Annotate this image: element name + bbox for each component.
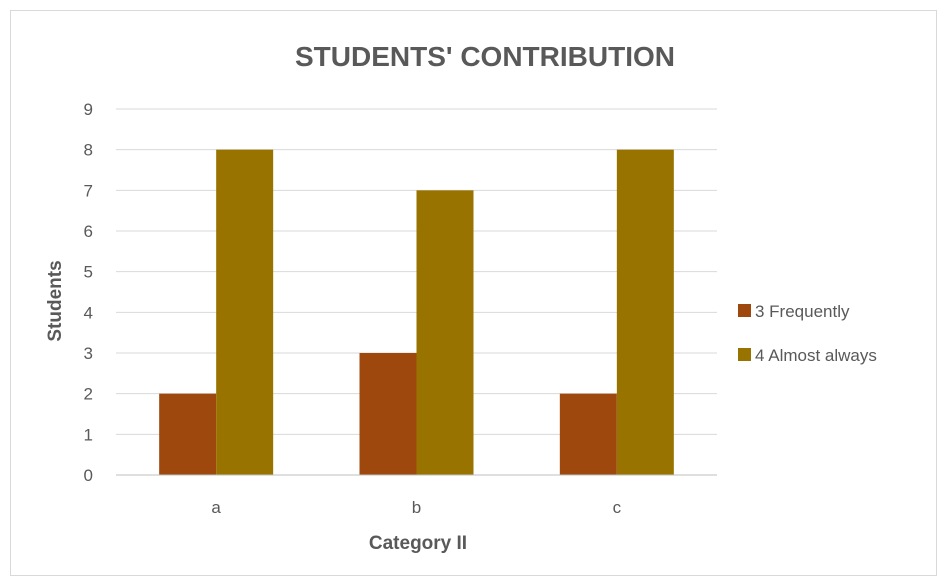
x-tick-label: b bbox=[412, 498, 421, 517]
legend-swatch bbox=[738, 348, 751, 361]
bar-a-series-1 bbox=[159, 393, 217, 475]
bar-a-series-2 bbox=[216, 149, 274, 475]
x-tick-label: c bbox=[613, 498, 622, 517]
bars bbox=[159, 149, 674, 476]
y-tick-label: 5 bbox=[84, 263, 93, 282]
x-tick-label: a bbox=[211, 498, 221, 517]
y-tick-label: 9 bbox=[84, 100, 93, 119]
y-tick-label: 6 bbox=[84, 222, 93, 241]
legend-swatch bbox=[738, 304, 751, 317]
chart-title: STUDENTS' CONTRIBUTION bbox=[295, 41, 675, 72]
y-tick-label: 0 bbox=[84, 466, 93, 485]
x-axis-title: Category II bbox=[369, 533, 467, 554]
bar-chart: STUDENTS' CONTRIBUTION 0 1 2 3 4 5 6 7 8 9 a b c St… bbox=[45, 41, 877, 554]
legend-label: 3 Frequently bbox=[755, 302, 850, 321]
bar-c-series-2 bbox=[616, 149, 674, 475]
y-axis-title: Students bbox=[45, 260, 66, 341]
x-axis-ticks: a b c bbox=[116, 474, 717, 517]
legend-label: 4 Almost always bbox=[755, 346, 877, 365]
y-tick-label: 3 bbox=[84, 344, 93, 363]
bar-c-series-1 bbox=[559, 393, 617, 475]
bar-b-series-1 bbox=[359, 353, 417, 475]
y-tick-label: 1 bbox=[84, 425, 93, 444]
y-axis-ticks: 0 1 2 3 4 5 6 7 8 9 bbox=[84, 100, 93, 485]
y-tick-label: 7 bbox=[84, 181, 93, 200]
chart-frame: STUDENTS' CONTRIBUTION 0 1 2 3 4 5 6 7 8 9 a b c St… bbox=[10, 10, 937, 576]
y-tick-label: 8 bbox=[84, 141, 93, 160]
y-tick-label: 4 bbox=[84, 303, 93, 322]
legend: 3 Frequently 4 Almost always bbox=[738, 302, 877, 365]
y-tick-label: 2 bbox=[84, 385, 93, 404]
bar-b-series-2 bbox=[416, 190, 474, 476]
